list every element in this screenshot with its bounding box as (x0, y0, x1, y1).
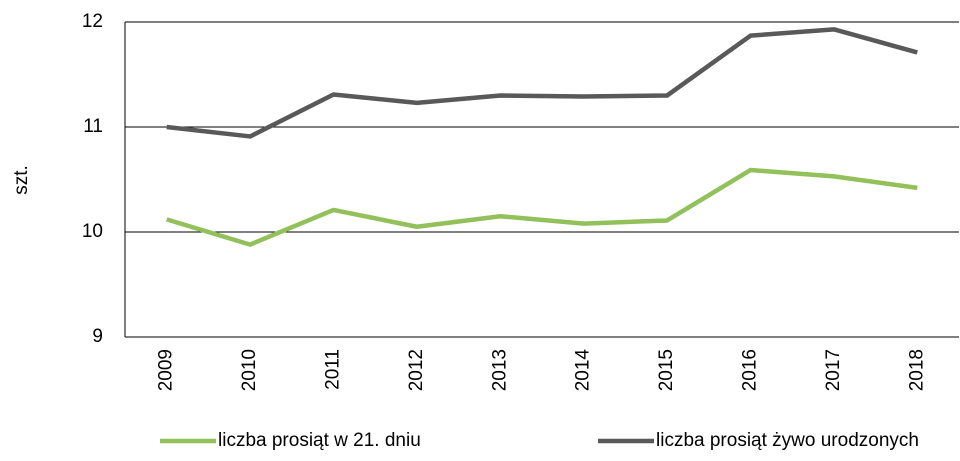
legend-label: liczba prosiąt w 21. dniu (218, 430, 421, 451)
x-tick-label: 2011 (323, 349, 344, 390)
x-tick-label: 2009 (156, 349, 177, 391)
y-tick-label: 9 (92, 326, 103, 347)
y-tick-label: 11 (83, 116, 103, 137)
x-tick-label: 2014 (573, 349, 594, 392)
y-tick-label: 10 (82, 221, 103, 242)
x-tick-label: 2017 (823, 349, 844, 391)
series-line (166, 27, 918, 139)
x-tick-label: 2013 (489, 349, 510, 391)
x-tick-label: 2012 (406, 349, 427, 391)
series-line (166, 167, 918, 247)
y-tick-label: 12 (82, 11, 103, 32)
legend-label: liczba prosiąt żywo urodzonych (656, 430, 919, 451)
x-tick-label: 2018 (906, 349, 927, 391)
x-tick-label: 2010 (239, 349, 260, 391)
y-axis-label: szt. (11, 165, 32, 195)
x-tick-label: 2015 (656, 349, 677, 391)
x-tick-label: 2016 (740, 349, 761, 391)
